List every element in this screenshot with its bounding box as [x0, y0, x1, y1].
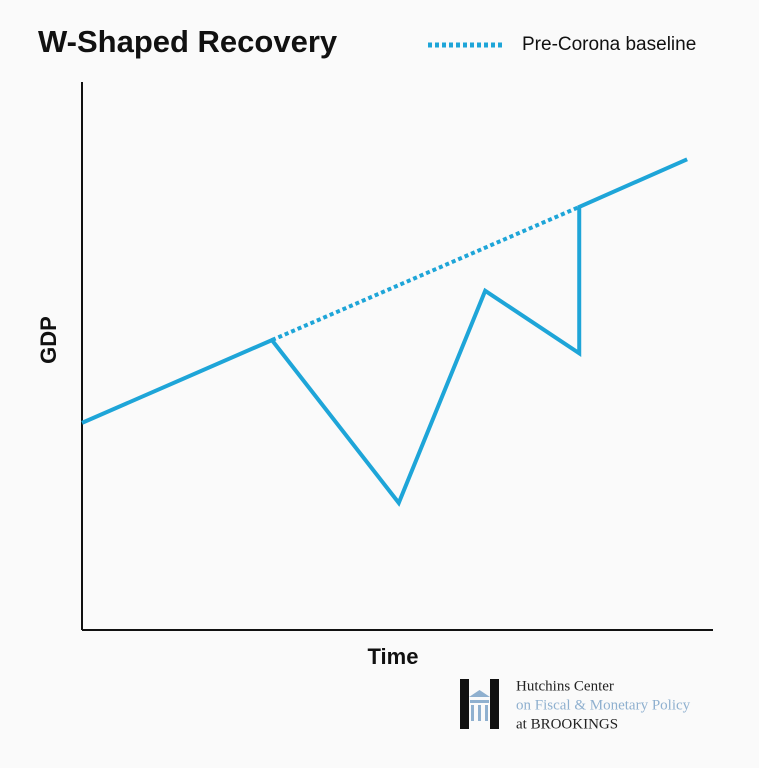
legend-text: Pre-Corona baseline — [522, 34, 696, 55]
y-axis-label: GDP — [36, 316, 61, 364]
x-axis-label: Time — [368, 644, 419, 669]
logo-icon — [485, 705, 488, 721]
logo-icon — [471, 705, 474, 721]
logo-icon — [470, 700, 489, 703]
baseline-line — [271, 205, 581, 342]
logo-icon — [490, 679, 499, 729]
logo-icon — [460, 679, 469, 729]
logo: Hutchins Center on Fiscal & Monetary Pol… — [460, 678, 691, 732]
chart-title: W-Shaped Recovery — [38, 24, 338, 59]
logo-text: Hutchins Center — [516, 678, 614, 694]
logo-icon — [469, 690, 490, 697]
logo-text: at BROOKINGS — [516, 716, 618, 732]
logo-text: on Fiscal & Monetary Policy — [516, 697, 691, 713]
logo-icon — [478, 705, 481, 721]
gdp-line — [81, 157, 688, 507]
